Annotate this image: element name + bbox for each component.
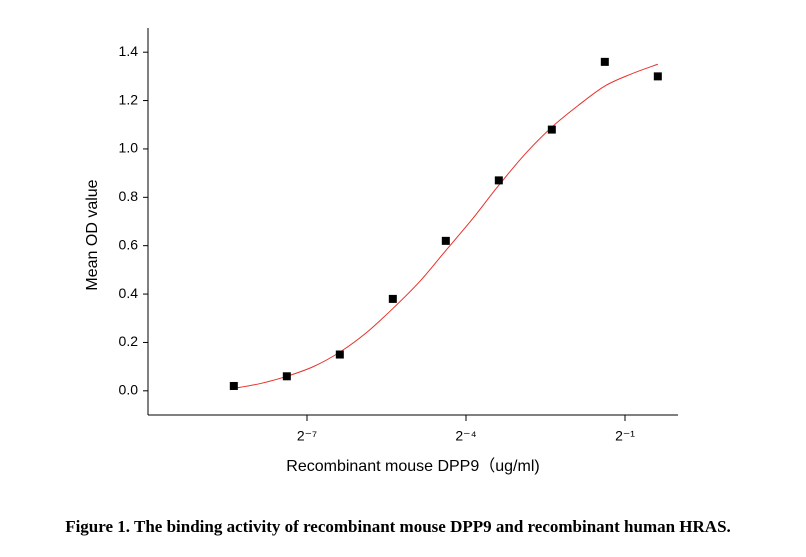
y-tick-label: 1.2 bbox=[119, 91, 139, 107]
y-tick-label: 0.2 bbox=[119, 333, 139, 349]
y-tick-label: 1.0 bbox=[119, 140, 139, 156]
data-point bbox=[547, 125, 556, 134]
data-point bbox=[388, 294, 397, 303]
data-point bbox=[494, 176, 503, 185]
x-tick-label: 2⁻¹ bbox=[615, 428, 635, 444]
data-point bbox=[229, 381, 238, 390]
y-tick-label: 1.4 bbox=[119, 43, 139, 59]
x-tick-label: 2⁻⁴ bbox=[455, 428, 476, 444]
y-tick-label: 0.0 bbox=[119, 382, 139, 398]
data-point bbox=[282, 372, 291, 381]
data-point bbox=[335, 350, 344, 359]
y-tick-label: 0.6 bbox=[119, 236, 139, 252]
y-tick-label: 0.8 bbox=[119, 188, 139, 204]
y-tick-label: 0.4 bbox=[119, 285, 139, 301]
y-axis-label: Mean OD value bbox=[84, 179, 101, 290]
data-point bbox=[441, 236, 450, 245]
x-tick-label: 2⁻⁷ bbox=[297, 428, 317, 444]
x-axis-label: Recombinant mouse DPP9（ug/ml) bbox=[286, 457, 539, 475]
data-point bbox=[653, 72, 662, 81]
data-point bbox=[600, 57, 609, 66]
fit-curve bbox=[233, 63, 658, 389]
caption: Figure 1. The binding activity of recomb… bbox=[65, 517, 731, 536]
